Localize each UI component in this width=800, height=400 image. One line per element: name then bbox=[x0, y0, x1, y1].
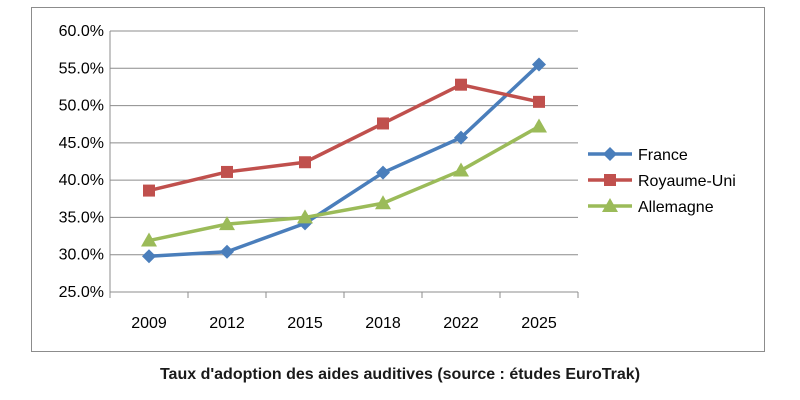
y-tick-label: 60.0% bbox=[59, 23, 104, 40]
y-tick-label: 30.0% bbox=[59, 247, 104, 264]
data-point-allemagne bbox=[141, 232, 157, 247]
legend-marker-france bbox=[603, 147, 617, 161]
data-point-allemagne bbox=[219, 216, 235, 231]
data-point-france bbox=[532, 57, 546, 72]
y-tick-label: 50.0% bbox=[59, 98, 104, 115]
x-tick-label: 2022 bbox=[443, 315, 479, 332]
chart-frame: 25.0% 30.0% 35.0% 40.0% 45.0% 50.0% 55.0% 60.0%… bbox=[31, 7, 765, 352]
data-point-royaume-uni bbox=[299, 156, 311, 169]
data-point-allemagne bbox=[531, 118, 547, 133]
data-point-france bbox=[220, 244, 234, 259]
y-tick-label: 35.0% bbox=[59, 209, 104, 226]
legend-marker-royaume-uni bbox=[604, 174, 616, 186]
data-point-allemagne bbox=[297, 209, 313, 224]
data-point-royaume-uni bbox=[143, 184, 155, 197]
x-tick-label: 2015 bbox=[287, 315, 323, 332]
x-tick-label: 2025 bbox=[521, 315, 557, 332]
data-point-france bbox=[376, 165, 390, 180]
data-point-royaume-uni bbox=[533, 95, 545, 108]
data-point-royaume-uni bbox=[455, 78, 467, 91]
y-tick-label: 55.0% bbox=[59, 60, 104, 77]
series-line-royaume-uni bbox=[147, 82, 541, 193]
legend-label-royaume-uni: Royaume-Uni bbox=[638, 173, 736, 190]
chart-svg: 25.0% 30.0% 35.0% 40.0% 45.0% 50.0% 55.0% 60.0%… bbox=[59, 23, 736, 332]
data-point-allemagne bbox=[375, 195, 391, 210]
legend-label-allemagne: Allemagne bbox=[638, 199, 714, 216]
legend-marker-allemagne bbox=[602, 198, 618, 212]
chart-caption: Taux d'adoption des aides auditives (sou… bbox=[159, 366, 641, 383]
data-point-allemagne bbox=[453, 162, 469, 177]
x-tick-label: 2012 bbox=[209, 315, 245, 332]
series-line-allemagne bbox=[147, 124, 541, 243]
y-tick-label: 40.0% bbox=[59, 172, 104, 189]
y-tick-label: 25.0% bbox=[59, 284, 104, 301]
legend-label-france: France bbox=[638, 147, 688, 164]
data-point-france bbox=[142, 249, 156, 264]
data-point-royaume-uni bbox=[221, 165, 233, 178]
data-point-royaume-uni bbox=[377, 117, 389, 130]
series-line-france bbox=[147, 62, 541, 258]
y-tick-label: 45.0% bbox=[59, 135, 104, 152]
x-tick-label: 2018 bbox=[365, 315, 401, 332]
data-point-france bbox=[454, 130, 468, 145]
x-tick-label: 2009 bbox=[131, 315, 167, 332]
